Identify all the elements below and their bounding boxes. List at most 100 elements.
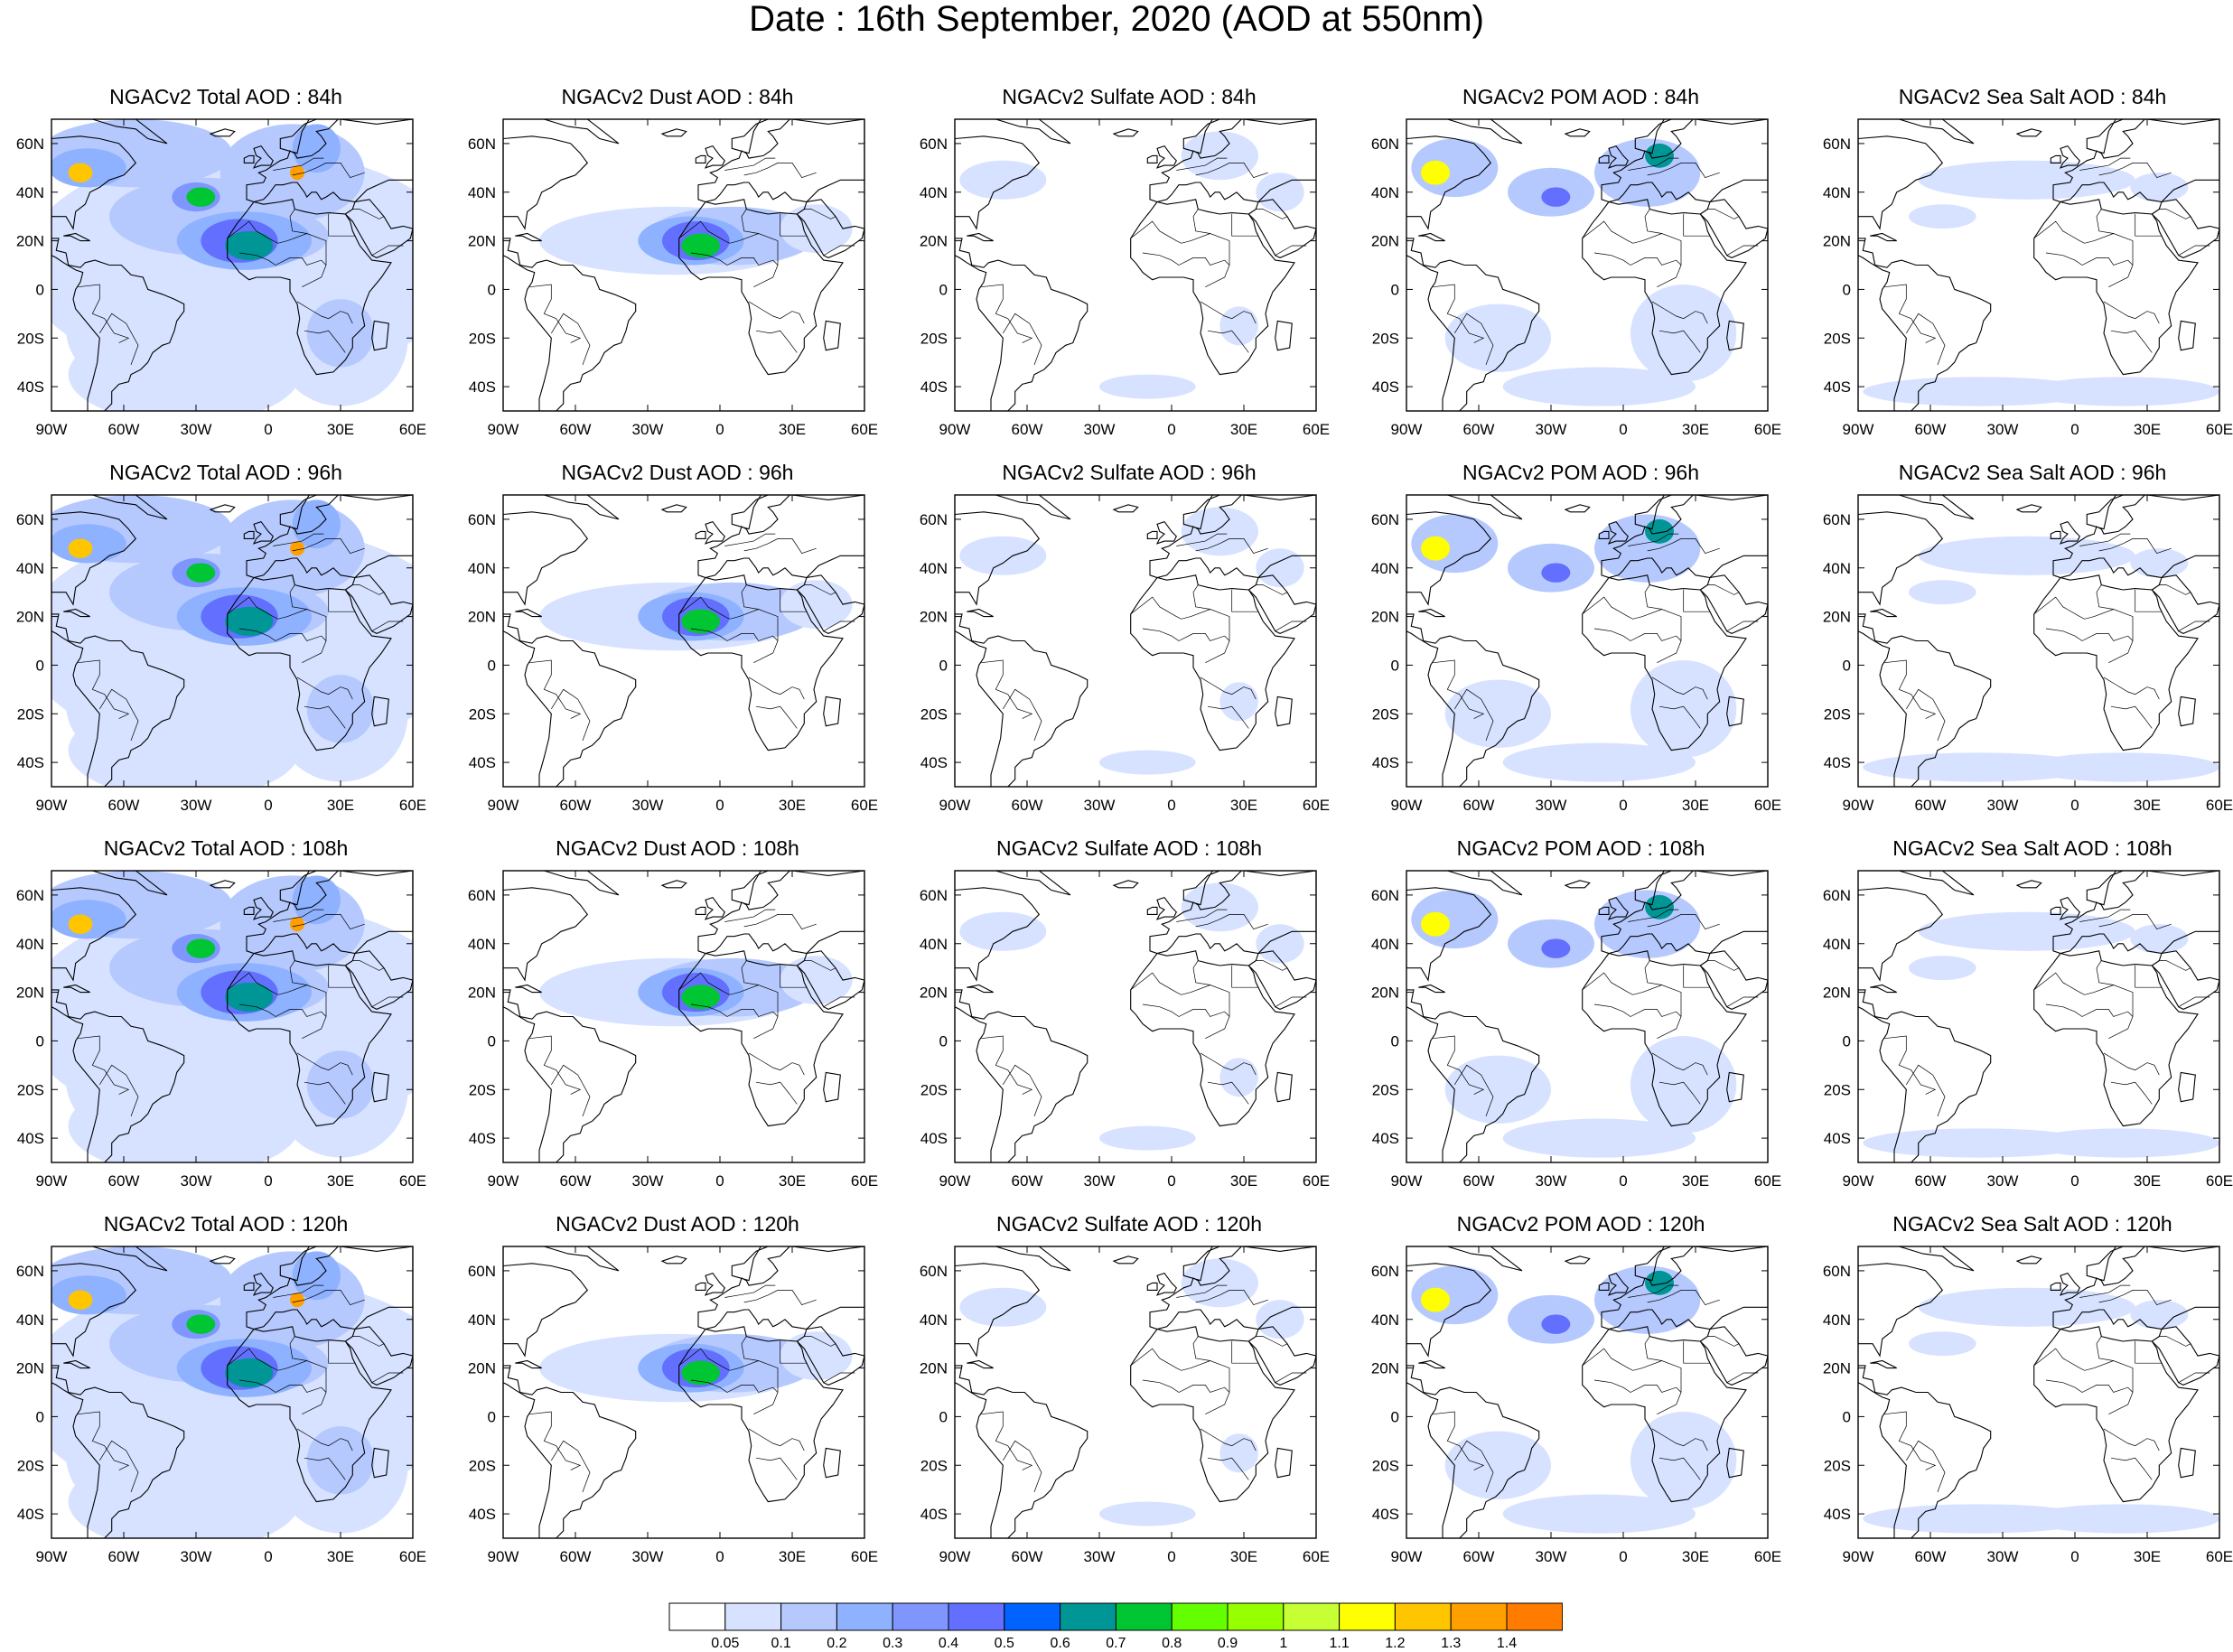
country-border <box>1906 313 1946 366</box>
coastline <box>371 1447 389 1479</box>
aod-contour <box>2130 548 2189 578</box>
coastline <box>227 574 392 751</box>
country-border <box>1906 1064 1946 1117</box>
country-border <box>273 533 324 546</box>
country-border <box>1683 214 1710 237</box>
country-border <box>780 214 807 237</box>
country-border <box>292 1290 365 1306</box>
lon-tick-label: 30W <box>181 1548 212 1565</box>
country-border <box>1433 1035 1485 1095</box>
country-border <box>78 284 130 343</box>
coastline <box>1870 232 1897 242</box>
country-border <box>529 659 582 719</box>
lon-tick-label: 30E <box>779 797 806 814</box>
aod-contour <box>1502 367 1696 406</box>
lon-tick-label: 30W <box>1987 1548 2019 1565</box>
lat-tick-label: 40S <box>17 1130 44 1147</box>
coastline <box>704 1272 725 1296</box>
map-frame <box>502 870 865 1163</box>
aod-map: 60N 40N 20N 0 20S 40S 90W 60W 30W 0 30E 60E <box>1371 870 1781 1190</box>
country-border <box>238 252 327 266</box>
country-border <box>2096 1336 2114 1361</box>
map-panel-dust-84h: NGACv2 Dust AOD : 84h 60N 40N 20N 0 20S 40S 90W… <box>452 83 903 459</box>
aod-contour <box>1541 187 1571 207</box>
coastline <box>503 989 637 1162</box>
aod-contour <box>68 914 93 934</box>
coastline <box>51 1365 185 1538</box>
country-border <box>1231 966 1258 988</box>
lon-tick-label: 60E <box>851 797 878 814</box>
coastline <box>1146 154 1158 163</box>
coastline <box>1726 695 1744 727</box>
country-border <box>1647 914 1720 930</box>
lon-tick-label: 90W <box>1391 797 1423 814</box>
coastline <box>227 950 392 1127</box>
lon-tick-label: 0 <box>1619 1172 1627 1190</box>
lon-tick-label: 90W <box>488 421 519 438</box>
aod-map: 60N 40N 20N 0 20S 40S 90W 60W 30W 0 30E 60E <box>1823 118 2233 438</box>
aod-field <box>1863 536 2219 782</box>
country-border <box>227 596 327 664</box>
coastline <box>796 950 864 1011</box>
coastline <box>92 1246 168 1272</box>
coastline <box>823 695 841 727</box>
country-border <box>2079 1284 2131 1298</box>
coastline <box>2033 574 2199 751</box>
country-border <box>1192 209 1210 234</box>
figure-title: Date : 16th September, 2020 (AOD at 550n… <box>749 0 1484 39</box>
coastline <box>1726 1071 1744 1103</box>
map-panel-sulfate-120h: NGACv2 Sulfate AOD : 120h 60N 40N 20N 0 20S 40… <box>903 1210 1355 1586</box>
lat-tick-label: 40S <box>469 754 496 771</box>
country-border <box>1628 909 1679 922</box>
country-border <box>743 914 817 930</box>
coastline <box>1130 199 1295 376</box>
coastlines <box>1858 1246 2219 1538</box>
country-border <box>1200 1052 1257 1076</box>
aod-contour <box>1630 660 1737 758</box>
coastline <box>51 887 137 982</box>
country-border <box>2103 1052 2160 1076</box>
panel-title: NGACv2 POM AOD : 96h <box>1462 461 1700 484</box>
colorbar-box <box>1283 1602 1341 1631</box>
aod-contour <box>225 1358 274 1388</box>
lon-tick-label: 60W <box>1012 421 1043 438</box>
lat-tick-label: 20N <box>1371 609 1399 626</box>
coastline <box>2059 896 2080 920</box>
aod-contour <box>1630 285 1737 382</box>
country-border <box>1658 330 1701 353</box>
country-border <box>780 590 807 612</box>
coastline <box>1870 608 1897 618</box>
lon-tick-label: 0 <box>1167 797 1175 814</box>
coastline <box>2033 1326 2199 1503</box>
country-border <box>273 909 324 922</box>
aod-contour <box>1444 679 1551 748</box>
panel-title: NGACv2 Dust AOD : 108h <box>556 836 799 860</box>
lon-tick-label: 60W <box>108 797 140 814</box>
aod-contour <box>1181 131 1258 181</box>
lat-tick-label: 20N <box>16 985 44 1002</box>
coastline <box>697 119 864 203</box>
coastline <box>1858 989 1992 1162</box>
lat-tick-label: 40N <box>920 560 948 577</box>
lat-tick-label: 20S <box>1372 1081 1399 1098</box>
aod-contour <box>225 606 274 637</box>
lon-tick-label: 90W <box>1843 421 1874 438</box>
coastline <box>1564 1255 1591 1265</box>
lat-tick-label: 20S <box>920 705 948 723</box>
lat-tick-label: 20N <box>468 609 496 626</box>
country-border <box>304 330 346 353</box>
country-border <box>2135 1341 2162 1364</box>
country-border <box>289 960 307 985</box>
country-border <box>1582 596 1682 664</box>
country-border <box>529 284 582 343</box>
country-border <box>1884 284 1937 343</box>
lat-tick-label: 40S <box>1372 1130 1399 1147</box>
panel-title: NGACv2 Sea Salt AOD : 120h <box>1892 1212 2172 1236</box>
lat-tick-label: 20S <box>1372 1457 1399 1474</box>
aod-contour <box>186 1314 216 1334</box>
lon-tick-label: 60E <box>399 421 426 438</box>
map-frame <box>1857 1246 2220 1539</box>
coastline <box>955 1263 1041 1358</box>
country-border <box>2096 584 2114 610</box>
map-panel-pom-108h: NGACv2 POM AOD : 108h 60N 40N 20N 0 20S 40S 90W… <box>1355 835 1807 1210</box>
